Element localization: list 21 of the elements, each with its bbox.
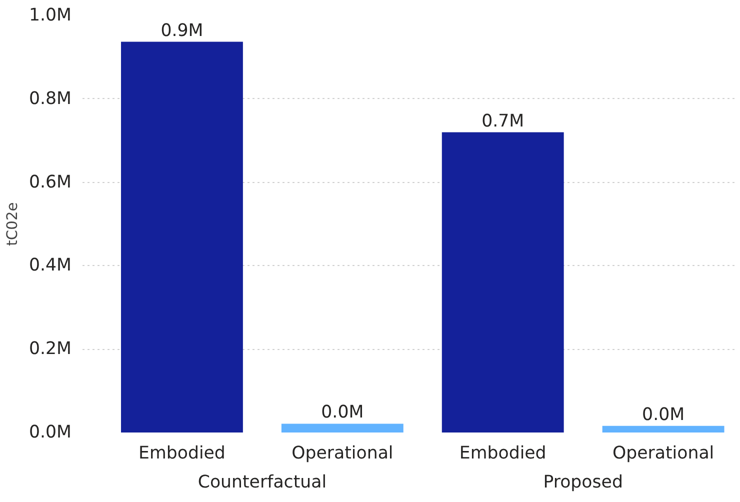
y-axis-title: tC02e xyxy=(4,202,21,246)
y-tick-label: 0.8M xyxy=(28,88,72,109)
x-tick-label: Operational xyxy=(292,444,394,464)
text: Counterfactual xyxy=(198,472,327,492)
data-label: 0.7M xyxy=(482,111,524,132)
x-tick-label: Operational xyxy=(612,444,714,464)
text: Proposed xyxy=(543,472,623,492)
y-tick-label: 0.4M xyxy=(28,256,72,276)
data-label: 0.0M xyxy=(321,402,364,423)
data-label: 0.0M xyxy=(642,404,685,425)
y-tick-label: 0.0M xyxy=(28,422,72,442)
y-tick-label: 0.2M xyxy=(28,339,72,360)
x-tick-label: Embodied xyxy=(138,444,226,464)
x-tick-label: Embodied xyxy=(459,444,546,464)
bar xyxy=(442,132,564,432)
y-tick-label: 0.6M xyxy=(28,172,72,192)
bar xyxy=(121,42,243,432)
bar xyxy=(602,426,724,432)
bar xyxy=(281,424,404,432)
data-label: 0.9M xyxy=(160,20,204,41)
y-tick-label: 1.0M xyxy=(28,6,72,26)
